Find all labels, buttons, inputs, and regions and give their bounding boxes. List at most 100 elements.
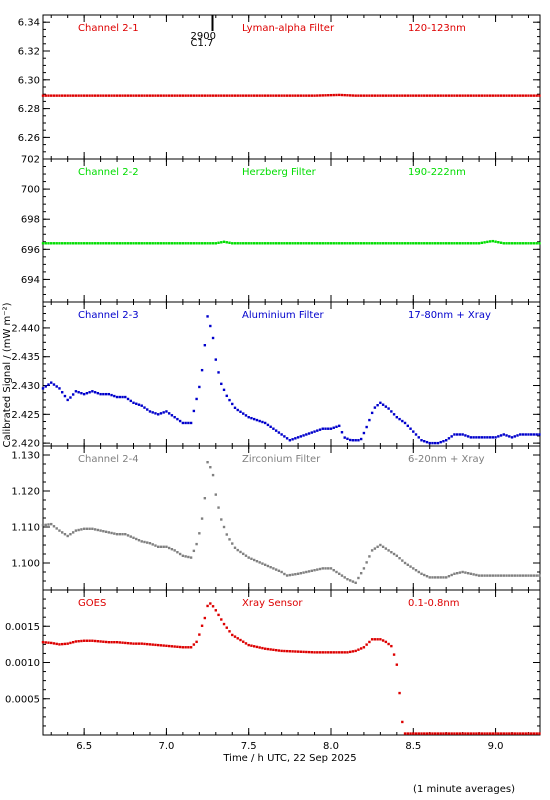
data-point	[502, 433, 505, 436]
data-point	[41, 94, 45, 97]
data-point	[132, 642, 135, 645]
data-point	[93, 94, 97, 97]
data-point	[126, 534, 130, 537]
data-point	[318, 567, 322, 571]
data-point	[209, 324, 212, 328]
data-point	[143, 540, 146, 544]
y-tick-label: 2.440	[11, 323, 40, 334]
data-point	[321, 651, 324, 654]
data-point	[187, 421, 190, 425]
data-point	[129, 535, 132, 538]
data-point	[242, 552, 245, 556]
data-point	[442, 732, 445, 735]
data-point	[310, 651, 313, 654]
data-point	[464, 242, 467, 245]
data-point	[450, 435, 453, 438]
data-point	[66, 94, 69, 97]
data-point	[80, 94, 83, 97]
data-point	[332, 426, 335, 429]
data-point	[307, 242, 311, 245]
data-point	[162, 545, 165, 548]
data-point	[157, 94, 160, 97]
data-point	[294, 650, 297, 653]
data-point	[327, 427, 330, 430]
data-point	[184, 94, 187, 97]
data-point	[266, 242, 270, 245]
data-point	[239, 550, 242, 554]
data-point	[425, 242, 429, 245]
data-point	[299, 242, 303, 245]
data-point	[77, 391, 80, 394]
data-point	[250, 644, 253, 647]
data-point	[146, 94, 149, 97]
data-point	[74, 390, 78, 393]
data-point	[211, 242, 215, 245]
data-point	[384, 640, 388, 644]
y-tick-label: 2.420	[11, 439, 40, 450]
data-point	[313, 430, 316, 433]
data-point	[351, 242, 355, 245]
data-point	[41, 641, 45, 644]
data-point	[266, 564, 270, 568]
data-point	[508, 242, 511, 245]
data-point	[132, 401, 135, 404]
data-point	[236, 94, 239, 97]
data-point	[274, 242, 278, 245]
flare-marker-label: 2900	[191, 31, 216, 42]
data-point	[340, 574, 344, 577]
data-point	[318, 428, 322, 431]
data-point	[253, 94, 256, 97]
data-point	[502, 242, 505, 245]
data-point	[118, 533, 121, 536]
data-point	[247, 94, 250, 97]
data-point	[464, 94, 467, 97]
data-point	[406, 563, 409, 566]
data-point	[239, 94, 242, 97]
data-point	[299, 650, 303, 653]
data-point	[436, 242, 440, 245]
data-point	[477, 574, 481, 577]
data-point	[373, 242, 377, 245]
data-point	[285, 437, 289, 440]
data-point	[173, 645, 176, 648]
data-point	[390, 644, 393, 648]
data-point	[450, 94, 453, 97]
data-point	[373, 547, 377, 550]
data-point	[357, 94, 360, 97]
data-point	[420, 94, 423, 97]
data-point	[538, 433, 541, 436]
data-point	[195, 242, 198, 245]
data-point	[420, 572, 423, 575]
data-point	[475, 732, 478, 735]
x-tick-label: 7.0	[158, 741, 174, 752]
data-point	[535, 242, 538, 245]
data-point	[192, 643, 196, 646]
data-point	[214, 493, 217, 496]
data-point	[343, 242, 346, 245]
data-point	[143, 94, 146, 97]
data-point	[154, 544, 157, 547]
data-point	[61, 642, 64, 646]
data-point	[346, 242, 349, 245]
data-point	[316, 651, 319, 654]
data-point	[137, 94, 141, 97]
data-point	[132, 536, 135, 539]
data-point	[302, 650, 305, 654]
data-point	[329, 427, 333, 430]
data-point	[288, 573, 292, 577]
data-point	[486, 574, 489, 577]
data-point	[220, 382, 223, 386]
filter-label: Zirconium Filter	[242, 454, 321, 465]
data-point	[379, 638, 382, 641]
data-point	[368, 555, 371, 558]
data-point	[41, 524, 45, 527]
data-point	[431, 441, 434, 445]
data-point	[332, 569, 335, 572]
data-point	[85, 527, 89, 530]
data-point	[362, 567, 366, 570]
data-point	[338, 93, 341, 97]
y-tick-label: 6.30	[18, 75, 40, 86]
data-point	[283, 649, 286, 653]
data-point	[354, 242, 357, 245]
panel-frame	[42, 301, 541, 447]
